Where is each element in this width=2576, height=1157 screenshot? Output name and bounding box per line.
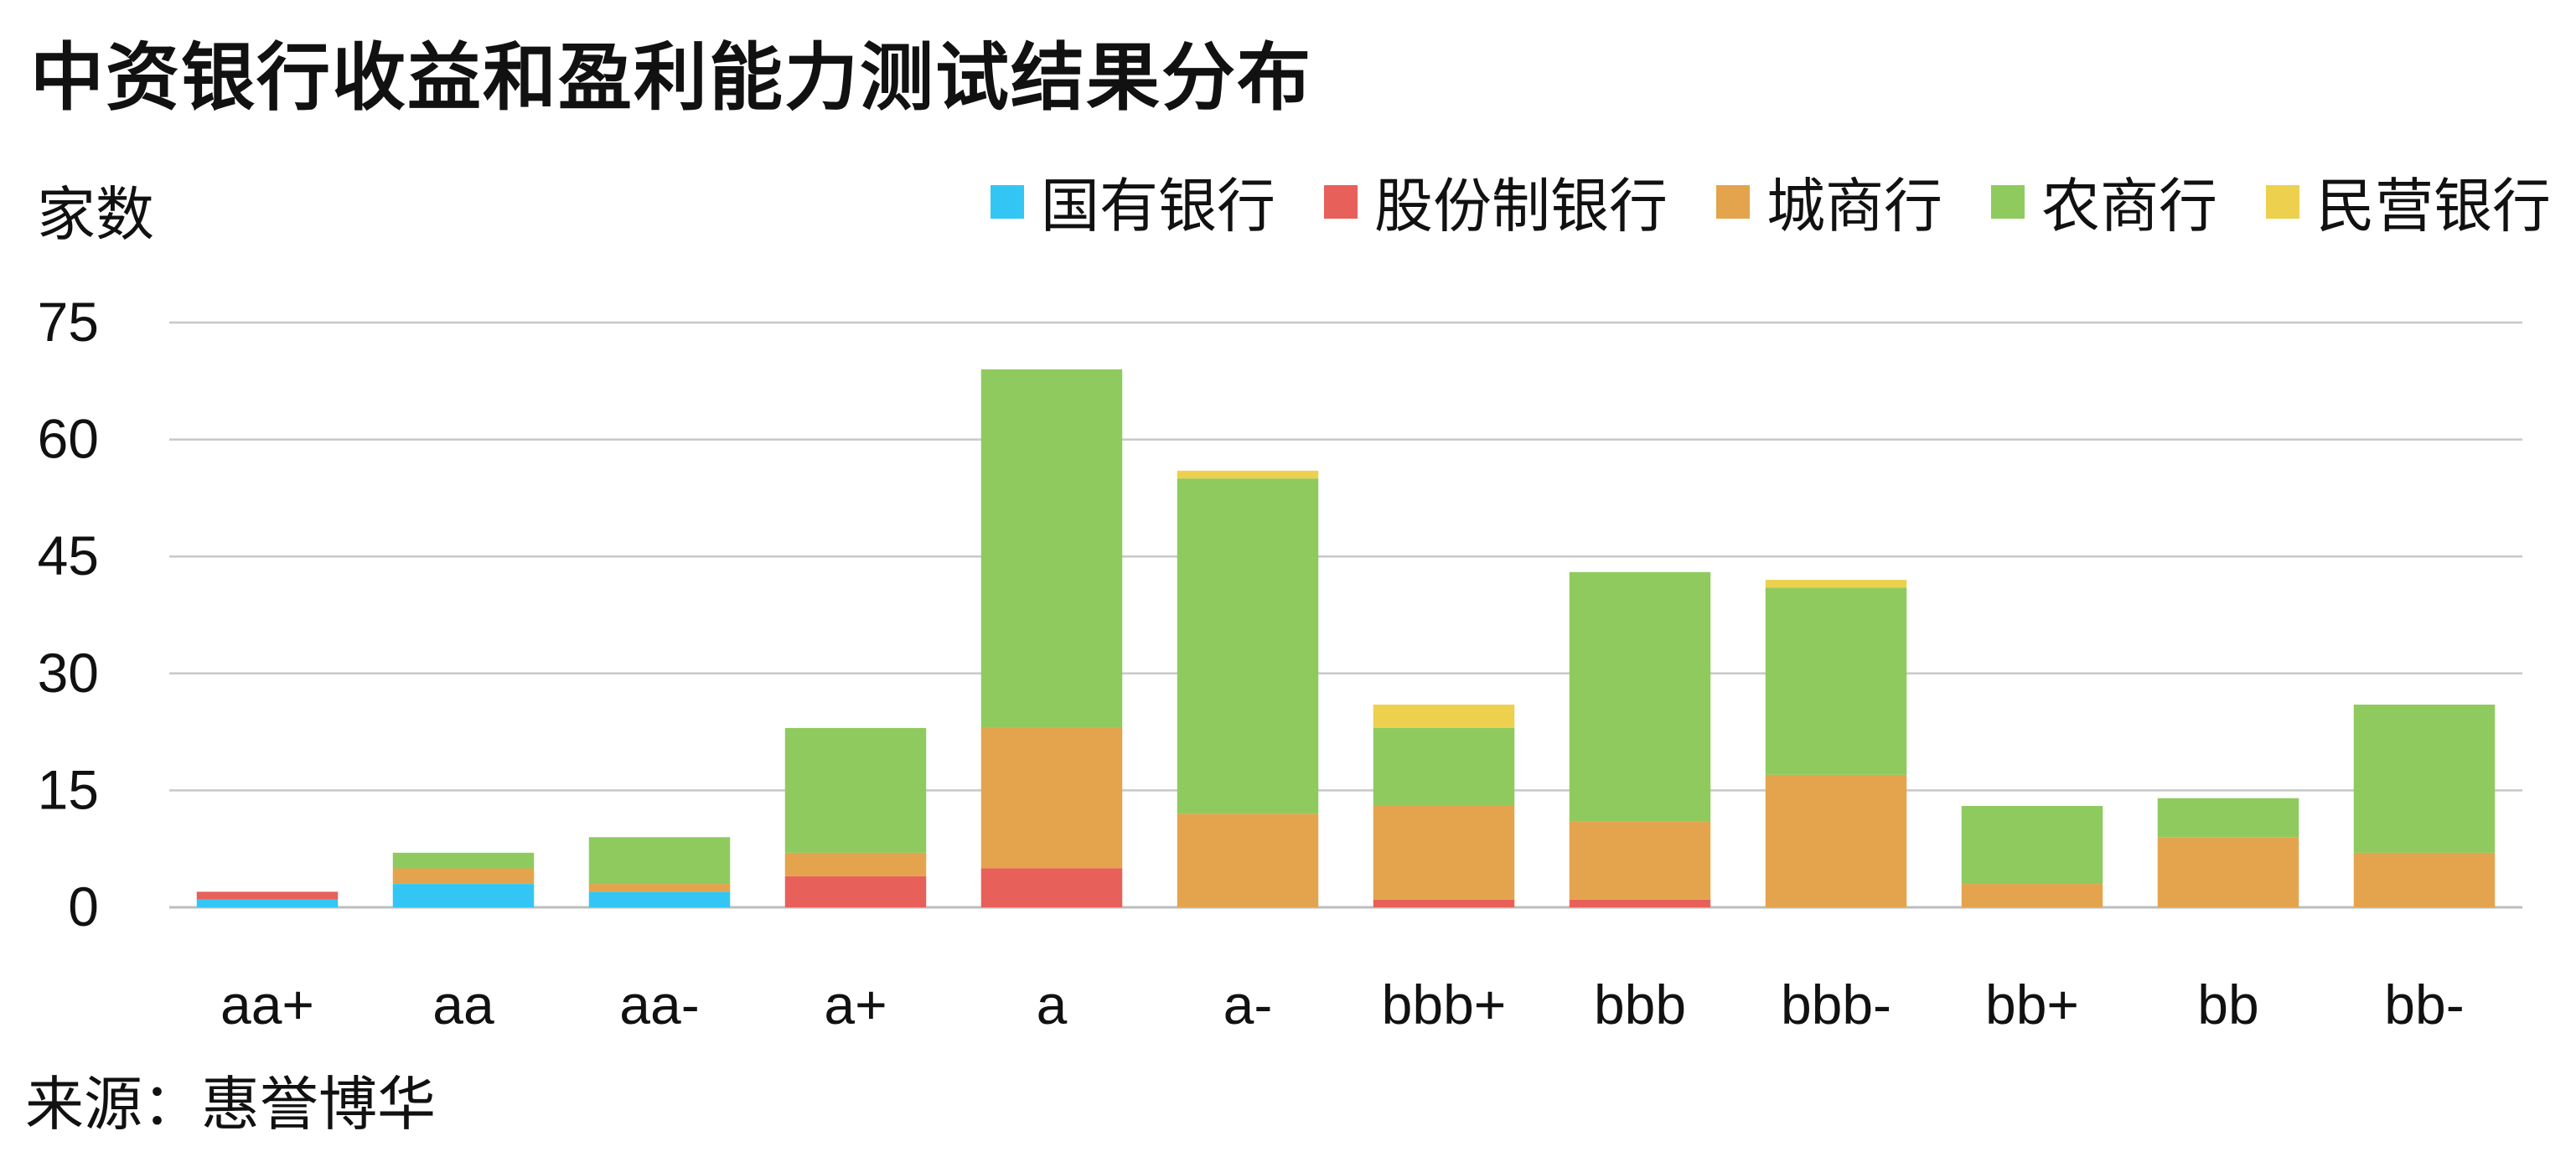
bar-segment <box>1569 821 1711 900</box>
x-tick-label: aa <box>432 974 494 1036</box>
legend-label: 国有银行 <box>1041 172 1275 240</box>
bar-segment <box>980 369 1123 728</box>
x-tick-label: bb <box>2197 974 2258 1036</box>
source-note: 来源：惠誉博华 <box>25 1070 436 1139</box>
legend-swatch <box>1324 184 1358 219</box>
legend-label: 农商行 <box>2041 172 2217 240</box>
bar-segment <box>392 868 535 885</box>
bar-segment <box>1765 774 1907 907</box>
y-axis-label: 家数 <box>37 180 154 249</box>
x-tick-label: a- <box>1223 974 1273 1036</box>
bar-segment <box>784 875 927 907</box>
y-tick-label: 75 <box>38 291 99 353</box>
bar-segment <box>784 852 927 876</box>
legend-label: 股份制银行 <box>1374 172 1668 240</box>
x-tick-label: a+ <box>824 974 887 1036</box>
bar-segment <box>1961 806 2103 885</box>
bar-segment <box>2353 852 2496 907</box>
legend: 国有银行 股份制银行 城商行 农商行 民营银行 <box>942 159 2551 244</box>
legend-swatch <box>1716 184 1750 219</box>
x-tick-label: bb- <box>2384 974 2464 1036</box>
chart-title: 中资银行收益和盈利能力测试结果分布 <box>30 34 1313 121</box>
y-tick-label: 45 <box>38 524 99 586</box>
legend-label: 民营银行 <box>2316 172 2551 240</box>
legend-item: 国有银行 <box>991 159 1275 244</box>
bar-segment <box>980 727 1123 869</box>
bar-segment <box>196 891 339 900</box>
bar-segment <box>1373 727 1515 807</box>
y-tick-label: 0 <box>68 875 99 937</box>
x-tick-label: bb+ <box>1985 974 2079 1036</box>
bar-segment <box>1373 899 1515 907</box>
x-tick-label: bbb- <box>1781 974 1891 1036</box>
legend-swatch <box>991 184 1024 219</box>
bar-segment <box>1569 899 1711 907</box>
legend-swatch <box>1991 184 2025 219</box>
bar-segment <box>2157 798 2299 838</box>
bar-segment <box>2157 837 2299 907</box>
bar-segment <box>1765 580 1907 588</box>
bar-segment <box>980 868 1123 907</box>
y-tick-label: 30 <box>38 642 99 704</box>
bar-segment <box>392 852 535 869</box>
legend-item: 股份制银行 <box>1324 159 1668 244</box>
x-tick-label: bbb <box>1594 974 1686 1036</box>
bar-segment <box>1961 884 2103 907</box>
bar-segment <box>588 837 731 885</box>
legend-item: 农商行 <box>1991 159 2217 244</box>
bar-segment <box>196 899 339 907</box>
legend-swatch <box>2266 184 2299 219</box>
bar-segment <box>1569 571 1711 822</box>
bar-segment <box>1177 814 1319 907</box>
bar-segment <box>1177 470 1319 479</box>
legend-item: 民营银行 <box>2266 159 2551 244</box>
bar-segment <box>2353 705 2496 853</box>
legend-label: 城商行 <box>1766 172 1942 240</box>
bar-segment <box>1177 478 1319 814</box>
bar-segment <box>1765 587 1907 775</box>
bar-segment <box>1373 705 1515 728</box>
x-tick-label: aa+ <box>220 974 314 1036</box>
y-tick-label: 15 <box>38 758 99 820</box>
bar-segment <box>392 884 535 907</box>
bar-segment <box>588 884 731 892</box>
x-tick-label: aa- <box>619 974 699 1036</box>
x-tick-label: bbb+ <box>1382 974 1507 1036</box>
bar-segment <box>1373 806 1515 900</box>
x-tick-label: a <box>1037 974 1068 1036</box>
bar-segment <box>588 891 731 907</box>
bar-segment <box>784 727 927 853</box>
legend-item: 城商行 <box>1716 159 1942 244</box>
y-tick-label: 60 <box>38 408 99 470</box>
